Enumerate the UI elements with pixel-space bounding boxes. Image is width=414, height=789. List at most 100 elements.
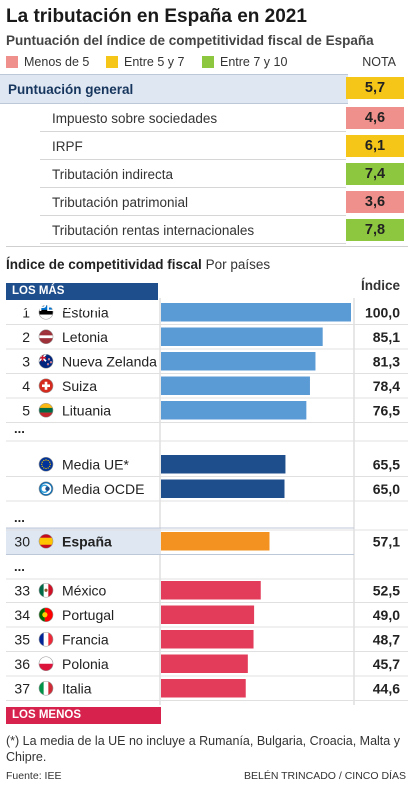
ellipsis-marker: ... xyxy=(14,510,25,525)
value-label: 65,5 xyxy=(373,456,400,472)
country-label: España xyxy=(62,533,112,549)
country-label: Polonia xyxy=(62,656,109,672)
spain-row-highlight xyxy=(6,528,160,555)
chart-subtitle: Puntuación del índice de competitividad … xyxy=(6,33,374,48)
rank-label: 34 xyxy=(14,607,30,623)
france-flag-icon xyxy=(38,631,54,647)
value-label: 57,1 xyxy=(373,533,400,549)
rank-label: 35 xyxy=(14,631,30,647)
legend-item-high: Entre 7 y 10 xyxy=(202,55,287,69)
score-row-general: Puntuación general xyxy=(0,74,348,104)
bar xyxy=(161,581,261,600)
country-label: Italia xyxy=(62,680,92,696)
bar-row: 30 España 57,1 xyxy=(6,527,400,555)
score-label-general: Puntuación general xyxy=(8,82,134,97)
value-label: 76,5 xyxy=(373,402,400,418)
bar xyxy=(161,479,285,498)
country-label: Media OCDE xyxy=(62,481,144,497)
bar xyxy=(161,532,270,551)
spain-flag-icon xyxy=(38,533,54,549)
top-tag: LOS MÁS COMPETITIVOS xyxy=(6,283,158,314)
bar xyxy=(161,654,248,673)
rank-label: 36 xyxy=(14,656,30,672)
value-label: 48,7 xyxy=(373,631,400,647)
country-label: Suiza xyxy=(62,378,97,394)
value-label: 49,0 xyxy=(373,607,400,623)
nota-header: NOTA xyxy=(362,55,396,69)
score-value: 6,1 xyxy=(346,135,404,157)
poland-flag-icon xyxy=(38,656,54,672)
legend-swatch-low xyxy=(6,56,18,68)
index-title-bold: Índice de competitividad fiscal xyxy=(6,257,202,272)
score-row-irpf: IRPF 6,1 xyxy=(0,132,414,160)
legend-item-low: Menos de 5 xyxy=(6,55,89,69)
rank-label: 30 xyxy=(14,533,30,549)
country-label: Lituania xyxy=(62,402,111,418)
bar xyxy=(161,679,246,698)
value-label: 78,4 xyxy=(373,378,400,394)
mexico-flag-icon xyxy=(38,582,54,598)
value-label: 44,6 xyxy=(373,680,400,696)
score-value: 7,4 xyxy=(346,163,404,185)
score-value-general: 5,7 xyxy=(346,77,404,99)
country-label: Letonia xyxy=(62,329,108,345)
bar-row: 3 Nueva Zelanda 81,3 xyxy=(6,352,408,374)
bar xyxy=(161,376,310,395)
score-row-sociedades: Impuesto sobre sociedades 4,6 xyxy=(0,104,414,132)
bar-row: 34 Portugal 49,0 xyxy=(6,605,408,628)
score-row-indirecta: Tributación indirecta 7,4 xyxy=(0,160,414,188)
rank-label: 37 xyxy=(14,680,30,696)
source: Fuente: IEE xyxy=(6,770,62,782)
score-label: Impuesto sobre sociedades xyxy=(52,111,218,126)
ellipsis-marker: ... xyxy=(14,421,25,436)
legend-swatch-mid xyxy=(106,56,118,68)
switzerland-flag-icon xyxy=(38,378,54,394)
score-table: Puntuación general 5,7 Impuesto sobre so… xyxy=(0,74,414,244)
score-label: IRPF xyxy=(52,139,83,154)
bar-row: 36 Polonia 45,7 xyxy=(6,654,408,677)
bottom-tag: LOS MENOS COMPETITIVOS xyxy=(6,707,161,738)
rank-label: 2 xyxy=(22,329,30,345)
country-label: Francia xyxy=(62,631,109,647)
bar-row: 35 Francia 48,7 xyxy=(6,630,408,652)
bar xyxy=(161,630,254,649)
score-value: 7,8 xyxy=(346,219,404,241)
country-label: Media UE* xyxy=(62,456,129,472)
score-value: 3,6 xyxy=(346,191,404,213)
country-label: Nueva Zelanda xyxy=(62,353,157,369)
score-value: 4,6 xyxy=(346,107,404,129)
score-label: Tributación rentas internacionales xyxy=(52,223,255,238)
rank-label: 4 xyxy=(22,378,30,394)
bar-row: 5 Lituania 76,5 xyxy=(6,401,408,423)
chart-title: La tributación en España en 2021 xyxy=(6,6,307,27)
bar xyxy=(161,303,351,322)
new-zealand-flag-icon xyxy=(38,353,54,369)
italy-flag-icon xyxy=(38,680,54,696)
latvia-flag-icon xyxy=(38,329,54,345)
legend-label-low: Menos de 5 xyxy=(24,55,90,69)
bar-row: 2 Letonia 85,1 xyxy=(6,327,408,350)
bar-row: Media UE* 65,5 xyxy=(6,455,408,477)
bar xyxy=(161,605,255,624)
value-label: 85,1 xyxy=(373,329,400,345)
value-label: 45,7 xyxy=(373,656,400,672)
rank-label: 33 xyxy=(14,582,30,598)
footnote: (*) La media de la UE no incluye a Ruman… xyxy=(6,734,400,764)
oecd-logo-icon xyxy=(38,481,54,497)
score-label: Tributación patrimonial xyxy=(52,195,189,210)
index-value-header: Índice xyxy=(360,278,400,293)
bar-row: 37 Italia 44,6 xyxy=(6,679,408,701)
legend-label-high: Entre 7 y 10 xyxy=(220,55,288,69)
credit: BELÉN TRINCADO / CINCO DÍAS xyxy=(243,770,406,782)
score-row-patrimonial: Tributación patrimonial 3,6 xyxy=(0,188,414,216)
bar xyxy=(161,352,316,371)
score-label: Tributación indirecta xyxy=(52,167,174,182)
index-title-rest: Por países xyxy=(201,257,271,272)
bar-row: Media OCDE 65,0 xyxy=(6,479,408,502)
ellipsis-marker: ... xyxy=(14,559,25,574)
bar-row: 1 Estonia 100,0 xyxy=(6,303,408,325)
value-label: 100,0 xyxy=(365,304,400,320)
country-label: Estonia xyxy=(62,304,109,320)
score-row-internacionales: Tributación rentas internacionales 7,8 xyxy=(0,216,414,244)
